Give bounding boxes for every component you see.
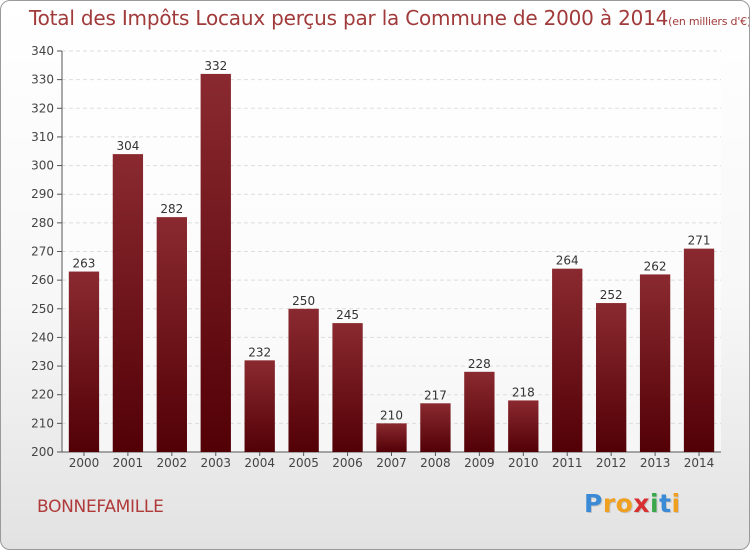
x-tick-label: 2006 [332, 456, 363, 470]
y-tick-label: 240 [31, 330, 54, 344]
chart-title-unit: (en milliers d'€) [668, 15, 750, 28]
logo-letter: i [650, 489, 660, 518]
x-tick-label: 2002 [157, 456, 188, 470]
y-tick-label: 340 [31, 44, 54, 58]
bar [376, 423, 407, 452]
x-tick-label: 2013 [640, 456, 671, 470]
logo-letter: o [615, 489, 634, 518]
y-tick-label: 250 [31, 302, 54, 316]
bar-value-label: 218 [512, 385, 535, 399]
bar [508, 400, 539, 452]
bar-value-label: 264 [556, 254, 579, 268]
chart-title-text: Total des Impôts Locaux perçus par la Co… [29, 6, 669, 30]
x-tick-label: 2009 [464, 456, 495, 470]
y-tick-label: 280 [31, 216, 54, 230]
y-tick-label: 210 [31, 416, 54, 430]
x-tick-label: 2001 [113, 456, 144, 470]
logo-letter: i [671, 489, 681, 518]
bar-value-label: 271 [688, 234, 711, 248]
y-tick-label: 310 [31, 130, 54, 144]
bar [112, 154, 144, 452]
x-tick-label: 2003 [200, 456, 231, 470]
bar [552, 268, 583, 452]
bar-value-label: 228 [468, 357, 491, 371]
x-tick-label: 2012 [596, 456, 627, 470]
bar [156, 217, 187, 452]
bar [200, 73, 231, 453]
bar [244, 360, 275, 452]
y-tick-label: 200 [31, 445, 54, 459]
y-tick-label: 270 [31, 245, 54, 259]
bar [288, 308, 319, 452]
y-tick-label: 260 [31, 273, 54, 287]
x-tick-label: 2005 [288, 456, 319, 470]
y-tick-label: 220 [31, 388, 54, 402]
proxiti-logo[interactable]: Proxiti [584, 489, 681, 518]
x-tick-label: 2000 [69, 456, 100, 470]
bar-value-label: 217 [424, 388, 447, 402]
logo-letter: t [659, 489, 672, 518]
logo-letter: r [602, 489, 616, 518]
bar-value-label: 245 [336, 308, 359, 322]
y-tick-label: 320 [31, 101, 54, 115]
x-tick-label: 2010 [508, 456, 539, 470]
bar [420, 403, 451, 452]
bar-value-label: 252 [600, 288, 623, 302]
chart-title: Total des Impôts Locaux perçus par la Co… [29, 6, 750, 30]
bar-value-label: 210 [380, 408, 403, 422]
logo-letter: P [584, 489, 603, 518]
y-tick-label: 290 [31, 187, 54, 201]
x-tick-label: 2011 [552, 456, 583, 470]
x-tick-label: 2008 [420, 456, 451, 470]
bar [464, 371, 495, 452]
bar [596, 303, 627, 452]
bar [639, 274, 671, 452]
bar-value-label: 332 [204, 59, 227, 73]
x-tick-label: 2007 [376, 456, 407, 470]
x-tick-label: 2014 [684, 456, 715, 470]
y-tick-label: 230 [31, 359, 54, 373]
x-tick-label: 2004 [244, 456, 275, 470]
y-tick-label: 330 [31, 73, 54, 87]
logo-letter: x [633, 489, 650, 518]
bar-value-label: 282 [160, 202, 183, 216]
bar-value-label: 232 [248, 345, 271, 359]
bar-value-label: 304 [116, 139, 139, 153]
bar [332, 323, 363, 452]
bar-value-label: 250 [292, 294, 315, 308]
commune-name: BONNEFAMILLE [37, 497, 164, 517]
bar-value-label: 262 [644, 259, 667, 273]
y-tick-label: 300 [31, 159, 54, 173]
bar [683, 248, 715, 452]
bar-value-label: 263 [73, 257, 96, 271]
bar [68, 271, 100, 452]
